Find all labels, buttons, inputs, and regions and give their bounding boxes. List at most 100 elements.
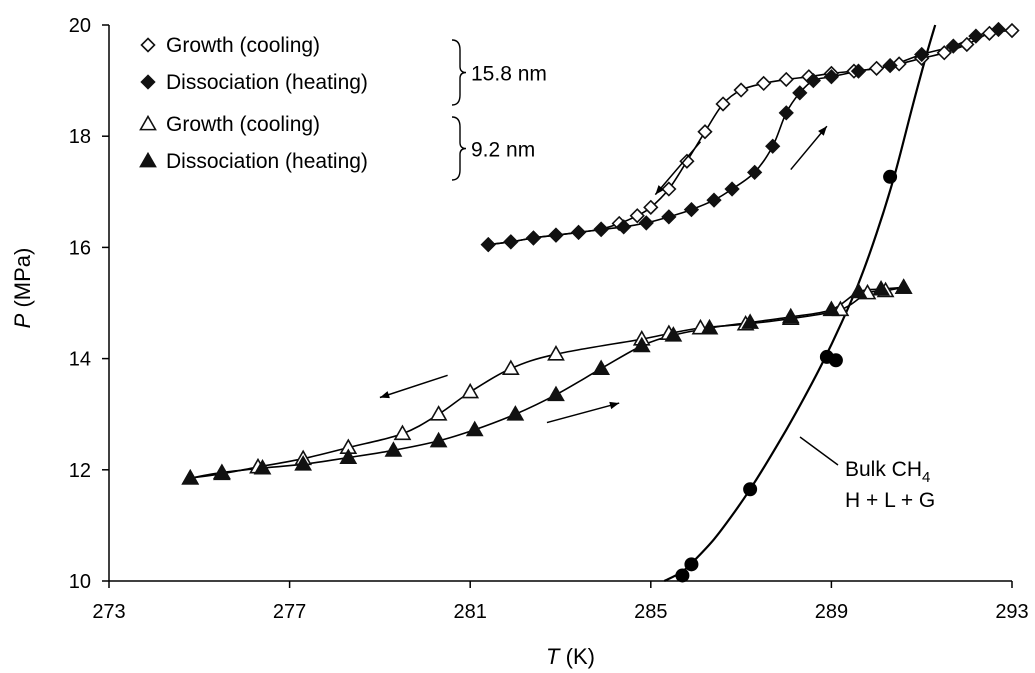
data-point: [882, 57, 898, 74]
data-point: [661, 181, 677, 197]
data-point: [503, 234, 519, 250]
legend-group-label: 9.2 nm: [471, 139, 535, 162]
x-tick-label: 293: [995, 601, 1028, 623]
data-point: [778, 105, 794, 121]
legend-entry-label: Dissociation (heating): [166, 71, 368, 94]
arrow-head: [379, 391, 390, 399]
data-point: [945, 38, 961, 54]
bulk-label-leader: [799, 436, 839, 466]
x-tick-label: 273: [92, 601, 125, 623]
data-point: [684, 557, 699, 572]
data-point: [616, 219, 632, 235]
data-point: [593, 221, 609, 238]
x-tick-label: 285: [634, 601, 667, 623]
data-point: [724, 181, 740, 197]
y-tick-label: 20: [69, 15, 91, 37]
data-point: [393, 424, 412, 441]
data-point: [664, 326, 683, 342]
y-tick-label: 18: [69, 126, 91, 148]
data-point: [850, 63, 867, 79]
data-point: [679, 153, 695, 169]
data-point: [883, 169, 898, 184]
data-point: [700, 318, 719, 335]
bulk-phase-label: H + L + G: [845, 489, 935, 512]
axes: [108, 25, 1012, 582]
data-point: [629, 208, 645, 224]
data-point: [805, 72, 821, 89]
data-point: [828, 353, 843, 368]
data-point: [849, 282, 868, 299]
markers: [181, 21, 1020, 583]
x-tick-label: 289: [815, 601, 848, 623]
data-point: [140, 74, 156, 90]
data-point: [792, 85, 808, 101]
arrow-shaft: [790, 125, 828, 171]
data-point: [461, 382, 480, 399]
data-point: [429, 431, 448, 448]
data-point: [683, 201, 700, 218]
data-point: [675, 568, 690, 583]
x-axis-label: T (K): [546, 644, 595, 669]
data-point: [429, 405, 448, 421]
data-point: [1004, 22, 1020, 39]
arrow-head: [655, 185, 665, 195]
data-point: [968, 28, 984, 44]
bulk-ch4-label: Bulk CH4: [845, 458, 930, 486]
data-point: [823, 69, 840, 85]
data-point: [936, 45, 952, 61]
data-point: [140, 37, 156, 53]
y-tick-label: 10: [69, 571, 91, 593]
data-point: [756, 75, 772, 92]
data-point: [547, 345, 565, 361]
legend-group-label: 15.8 nm: [471, 63, 547, 86]
y-axis-label: P (MPa): [10, 248, 35, 329]
y-tick-label: 12: [69, 460, 91, 482]
legend-entry-label: Growth (cooling): [166, 113, 320, 136]
data-point: [547, 385, 565, 402]
series-line: [663, 24, 937, 582]
legend-bracket: [451, 116, 467, 181]
data-point: [743, 482, 758, 497]
data-point: [715, 96, 731, 112]
data-point: [139, 114, 157, 131]
data-point: [480, 236, 496, 253]
arrow-shaft: [379, 374, 448, 399]
data-point: [706, 192, 722, 208]
x-tick-label: 277: [273, 601, 306, 623]
data-point: [525, 230, 542, 246]
arrow-shaft: [654, 141, 702, 196]
direction-arrows: [379, 125, 828, 424]
legend-entry-label: Growth (cooling): [166, 34, 320, 57]
data-point: [465, 420, 484, 437]
data-point: [822, 300, 841, 317]
data-point: [872, 279, 890, 296]
data-point: [868, 60, 885, 76]
data-point: [181, 469, 200, 485]
data-point: [548, 227, 564, 243]
series-line: [190, 286, 904, 479]
y-tick-label: 16: [69, 237, 91, 259]
data-point: [294, 455, 313, 471]
ticks: 273 277 281 285 289 293 10 12 14 16 18 20: [69, 15, 1029, 623]
data-point: [781, 307, 800, 324]
arrow-head: [818, 126, 827, 136]
data-point: [894, 278, 913, 294]
arrow-head: [609, 401, 620, 410]
data-point: [139, 151, 157, 168]
legend-entry-label: Dissociation (heating): [166, 150, 368, 173]
data-point: [339, 448, 358, 464]
series-line: [488, 29, 1013, 246]
data-point: [778, 71, 794, 88]
data-point: [741, 313, 760, 329]
data-point: [990, 21, 1007, 38]
data-point: [959, 36, 975, 53]
data-point: [632, 336, 651, 353]
data-point: [638, 215, 654, 231]
data-point: [747, 164, 763, 180]
legend: Growth (cooling) Dissociation (heating) Gr…: [139, 34, 547, 181]
arrow-shaft: [546, 402, 620, 424]
data-point: [253, 459, 272, 475]
y-tick-label: 14: [69, 349, 91, 371]
data-point: [570, 224, 587, 241]
data-point: [914, 46, 930, 63]
